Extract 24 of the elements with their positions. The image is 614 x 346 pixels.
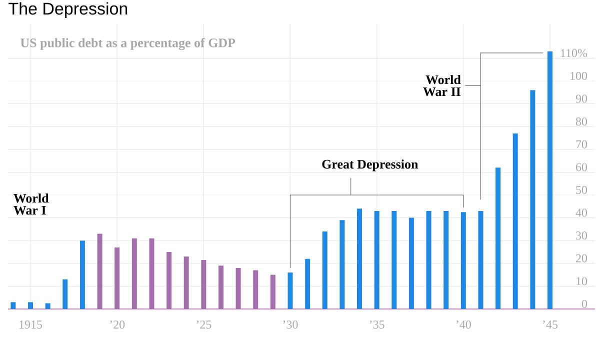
y-tick-label: 100 [570, 72, 588, 80]
text: US public debt as a percentage of GDP [20, 38, 236, 50]
x-tick-label: 1915 [20, 320, 42, 329]
y-tick-label: 70 [576, 140, 588, 148]
y-tick-label: 40 [576, 208, 588, 217]
annotation: World War II [423, 74, 461, 96]
x-tick-label: ’20 [110, 320, 125, 329]
y-tick-label: 30 [576, 231, 588, 240]
y-tick-label: 0 [582, 300, 588, 308]
annotation: Great Depression [322, 159, 418, 172]
annotation: World War I [14, 194, 49, 215]
x-tick-label: ’30 [283, 320, 298, 329]
x-tick-label: ’45 [543, 320, 558, 329]
y-tick-label: 80 [576, 117, 588, 126]
x-tick-label: ’40 [456, 320, 471, 329]
chart-title: The Depression [8, 2, 128, 18]
x-tick-label: ’35 [370, 320, 384, 329]
y-tick-label: 10 [576, 277, 588, 286]
x-tick-label: ’25 [196, 320, 212, 329]
y-tick-label: 20 [576, 254, 588, 262]
y-tick-label: 90 [576, 94, 588, 103]
y-tick-label: 60 [576, 163, 588, 172]
y-tick-label: 50 [576, 186, 588, 194]
y-tick-label: 110% [560, 49, 588, 58]
